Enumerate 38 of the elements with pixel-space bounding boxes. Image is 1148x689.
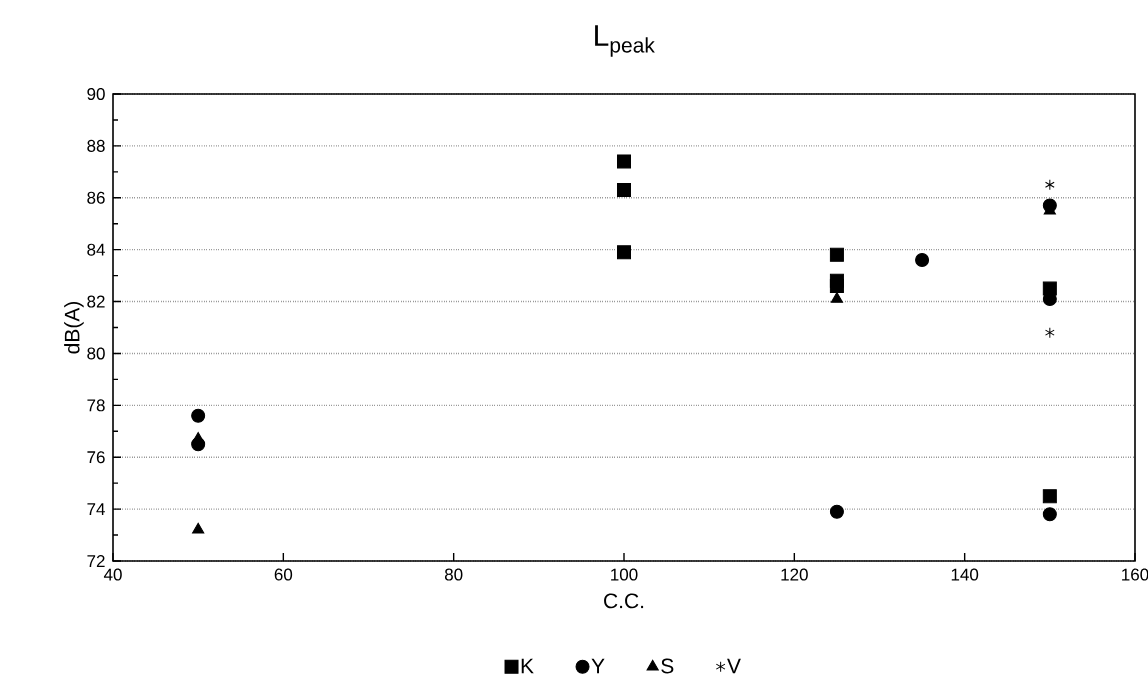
chart-title: L$_{peak}$ — [595, 25, 655, 57]
point — [829, 278, 844, 293]
y-tick-label: 80 — [87, 347, 105, 360]
x-tick-label: 80 — [444, 568, 463, 581]
x-tick-label: 160 — [1122, 568, 1148, 581]
point — [1042, 507, 1057, 522]
point — [830, 291, 844, 303]
y-tick-label: 76 — [87, 451, 105, 464]
legend-label: K — [521, 658, 534, 674]
point — [617, 182, 631, 197]
point — [829, 504, 844, 519]
x-tick-label: 40 — [103, 568, 122, 581]
y-tick-label: 72 — [87, 555, 105, 567]
y-tick-label: 82 — [87, 295, 105, 308]
y-tick-label: 90 — [87, 87, 105, 101]
point — [192, 522, 205, 534]
y-tick-label: 86 — [87, 191, 105, 204]
point — [1045, 327, 1055, 339]
x-axis-title: C.C. — [604, 593, 644, 609]
point — [1042, 489, 1057, 504]
y-tick-label: 88 — [87, 139, 105, 152]
point — [617, 245, 631, 260]
x-tick-label: 140 — [951, 568, 979, 581]
y-tick-label: 78 — [87, 399, 105, 412]
x-tick-label: 120 — [781, 568, 808, 581]
legend-label: S — [661, 658, 674, 674]
y-axis-title: dB(A) — [64, 301, 84, 354]
point — [191, 408, 206, 423]
y-tick-label: 74 — [87, 503, 105, 515]
legend-label: V — [727, 658, 741, 674]
y-tick-label: 84 — [87, 243, 105, 256]
point — [1045, 179, 1055, 191]
legend-label: Y — [591, 658, 605, 674]
x-tick-label: 100 — [611, 568, 638, 581]
point — [617, 154, 631, 169]
point — [915, 253, 930, 268]
x-tick-label: 60 — [274, 568, 293, 581]
point — [829, 247, 844, 262]
